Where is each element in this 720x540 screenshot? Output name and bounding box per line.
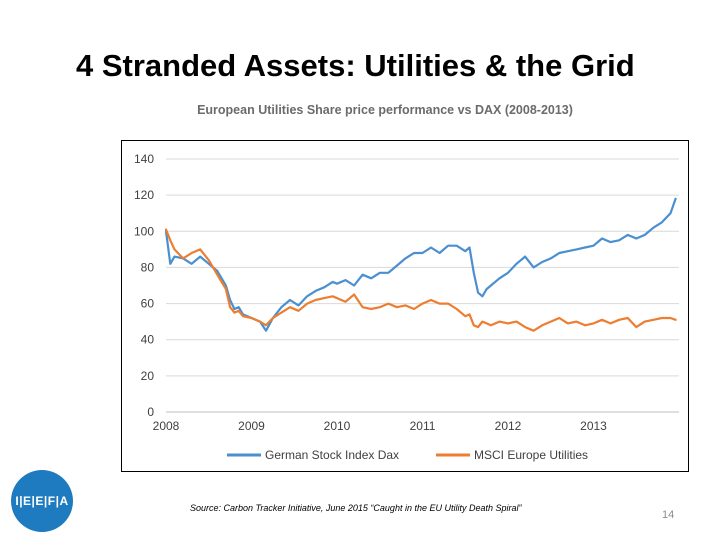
x-tick-label-2008: 2008 bbox=[153, 419, 180, 433]
slide-title: 4 Stranded Assets: Utilities & the Grid bbox=[76, 48, 635, 83]
x-tick-label-2011: 2011 bbox=[410, 419, 436, 433]
y-tick-label-20: 20 bbox=[141, 369, 155, 383]
y-tick-label-40: 40 bbox=[141, 333, 155, 347]
series-line-dax bbox=[164, 197, 677, 332]
y-tick-label-100: 100 bbox=[134, 224, 154, 238]
logo-text: I|E|E|F|A bbox=[15, 494, 69, 508]
ieefa-logo: I|E|E|F|A bbox=[11, 470, 73, 532]
series-line-msci-utilities bbox=[164, 228, 677, 332]
x-tick-label-2012: 2012 bbox=[495, 419, 522, 433]
line-chart: 0 20 40 60 80 100 120 140 2008 2009 2010 2011 2012 20… bbox=[134, 152, 679, 462]
y-tick-label-140: 140 bbox=[134, 152, 154, 166]
y-tick-label-60: 60 bbox=[141, 297, 155, 311]
legend-label-msci-utilities: MSCI Europe Utilities bbox=[474, 448, 588, 462]
x-tick-label-2010: 2010 bbox=[324, 419, 351, 433]
y-tick-label-120: 120 bbox=[134, 188, 154, 202]
chart-frame: 0 20 40 60 80 100 120 140 2008 2009 2010 2011 2012 20… bbox=[121, 140, 689, 472]
page-number: 14 bbox=[662, 509, 675, 521]
x-tick-label-2013: 2013 bbox=[580, 419, 607, 433]
x-tick-label-2009: 2009 bbox=[238, 419, 265, 433]
chart-title: European Utilities Share price performan… bbox=[197, 103, 573, 117]
legend-label-dax: German Stock Index Dax bbox=[265, 448, 399, 462]
y-tick-label-80: 80 bbox=[141, 260, 155, 274]
source-note: Source: Carbon Tracker Initiative, June … bbox=[190, 503, 522, 513]
y-tick-label-0: 0 bbox=[147, 405, 154, 419]
